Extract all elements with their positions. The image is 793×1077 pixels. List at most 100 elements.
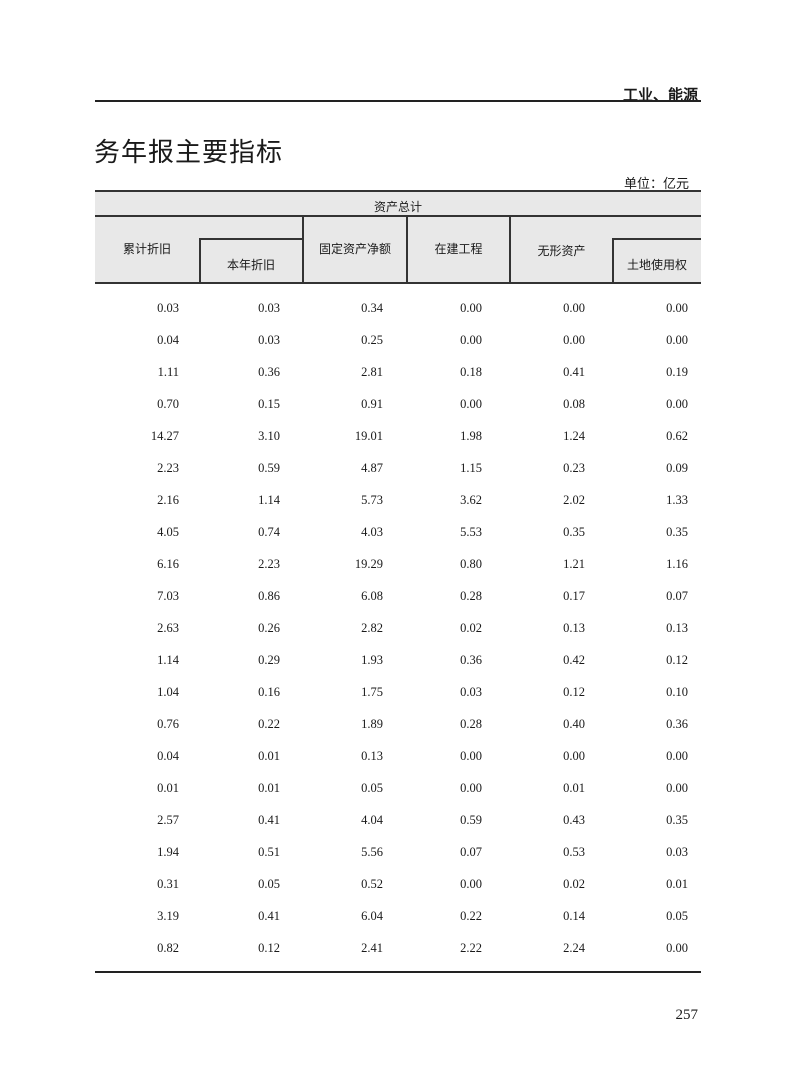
table-cell: 1.14 xyxy=(157,653,179,667)
table-header: 资产总计 累计折旧 本年折旧 固定资产净额 在建工程 无形资产 土地使用权 xyxy=(95,190,701,284)
table-cell: 0.01 xyxy=(666,877,688,891)
table-cell: 0.01 xyxy=(258,749,280,763)
table-cell: 0.00 xyxy=(563,749,585,763)
table-cell: 1.14 xyxy=(258,493,280,507)
table-cell: 0.59 xyxy=(460,813,482,827)
table-cell: 5.53 xyxy=(460,525,482,539)
table-cell: 1.89 xyxy=(361,717,383,731)
divider xyxy=(95,215,701,217)
table-cell: 2.24 xyxy=(563,941,585,955)
table-cell: 2.57 xyxy=(157,813,179,827)
table-cell: 0.91 xyxy=(361,397,383,411)
column-header: 无形资产 xyxy=(537,244,586,258)
table-cell: 0.53 xyxy=(563,845,585,859)
table-cell: 1.33 xyxy=(666,493,688,507)
table-cell: 0.07 xyxy=(460,845,482,859)
table-cell: 0.86 xyxy=(258,589,280,603)
table-cell: 0.18 xyxy=(460,365,482,379)
table-cell: 0.17 xyxy=(563,589,585,603)
table-cell: 0.00 xyxy=(563,333,585,347)
table-cell: 1.11 xyxy=(157,365,179,379)
table-cell: 0.00 xyxy=(666,781,688,795)
divider xyxy=(509,215,511,284)
table-cell: 0.00 xyxy=(666,941,688,955)
table-cell: 0.16 xyxy=(258,685,280,699)
table-cell: 0.03 xyxy=(157,301,179,315)
table-cell: 1.15 xyxy=(460,461,482,475)
table-cell: 0.02 xyxy=(563,877,585,891)
table-cell: 0.00 xyxy=(666,301,688,315)
table-cell: 0.08 xyxy=(563,397,585,411)
column-header: 本年折旧 xyxy=(226,258,275,272)
table-cell: 0.00 xyxy=(460,749,482,763)
column-header: 累计折旧 xyxy=(122,242,171,256)
table-cell: 0.28 xyxy=(460,717,482,731)
bottom-rule xyxy=(95,971,701,973)
divider xyxy=(199,238,201,284)
table-cell: 3.19 xyxy=(157,909,179,923)
table-cell: 0.82 xyxy=(157,941,179,955)
table-cell: 0.00 xyxy=(666,397,688,411)
table-cell: 0.12 xyxy=(563,685,585,699)
table-cell: 0.40 xyxy=(563,717,585,731)
table-cell: 1.24 xyxy=(563,429,585,443)
table-cell: 2.16 xyxy=(157,493,179,507)
divider xyxy=(612,238,701,240)
table-cell: 0.52 xyxy=(361,877,383,891)
table-cell: 0.15 xyxy=(258,397,280,411)
table-cell: 1.04 xyxy=(157,685,179,699)
top-rule xyxy=(95,100,701,102)
page-title: 务年报主要指标 xyxy=(94,138,284,168)
table-cell: 5.73 xyxy=(361,493,383,507)
table-cell: 0.26 xyxy=(258,621,280,635)
table-cell: 0.03 xyxy=(666,845,688,859)
table-cell: 0.51 xyxy=(258,845,280,859)
table-cell: 0.31 xyxy=(157,877,179,891)
table-cell: 0.01 xyxy=(563,781,585,795)
table-cell: 0.14 xyxy=(563,909,585,923)
table-cell: 2.23 xyxy=(258,557,280,571)
table-cell: 0.41 xyxy=(563,365,585,379)
table-cell: 0.22 xyxy=(460,909,482,923)
table-cell: 0.34 xyxy=(361,301,383,315)
table-cell: 0.13 xyxy=(666,621,688,635)
table-cell: 0.22 xyxy=(258,717,280,731)
table-cell: 0.00 xyxy=(460,301,482,315)
table-cell: 0.36 xyxy=(666,717,688,731)
table-cell: 14.27 xyxy=(150,429,179,443)
table-cell: 0.00 xyxy=(666,333,688,347)
column-header: 土地使用权 xyxy=(626,258,687,272)
table-cell: 3.10 xyxy=(258,429,280,443)
table-cell: 0.00 xyxy=(563,301,585,315)
table-cell: 7.03 xyxy=(157,589,179,603)
divider xyxy=(199,238,303,240)
table-cell: 0.36 xyxy=(258,365,280,379)
table-cell: 19.29 xyxy=(354,557,383,571)
table-cell: 1.21 xyxy=(563,557,585,571)
table-cell: 2.41 xyxy=(361,941,383,955)
table-cell: 4.04 xyxy=(361,813,383,827)
table-cell: 0.04 xyxy=(157,749,179,763)
section-header: 工业、能源 xyxy=(622,86,698,104)
table-cell: 0.01 xyxy=(157,781,179,795)
table-cell: 0.00 xyxy=(666,749,688,763)
table-cell: 0.35 xyxy=(563,525,585,539)
table-cell: 4.87 xyxy=(361,461,383,475)
table-cell: 2.81 xyxy=(361,365,383,379)
table-cell: 0.00 xyxy=(460,397,482,411)
table-cell: 0.00 xyxy=(460,877,482,891)
table-cell: 2.82 xyxy=(361,621,383,635)
table-cell: 4.03 xyxy=(361,525,383,539)
table-cell: 0.01 xyxy=(258,781,280,795)
table-cell: 1.93 xyxy=(361,653,383,667)
table-cell: 0.41 xyxy=(258,909,280,923)
table-cell: 0.13 xyxy=(563,621,585,635)
table-cell: 0.35 xyxy=(666,525,688,539)
table-cell: 0.07 xyxy=(666,589,688,603)
table-cell: 0.41 xyxy=(258,813,280,827)
table-cell: 0.36 xyxy=(460,653,482,667)
table-cell: 5.56 xyxy=(361,845,383,859)
table-cell: 0.19 xyxy=(666,365,688,379)
table-cell: 1.16 xyxy=(666,557,688,571)
table-cell: 0.43 xyxy=(563,813,585,827)
